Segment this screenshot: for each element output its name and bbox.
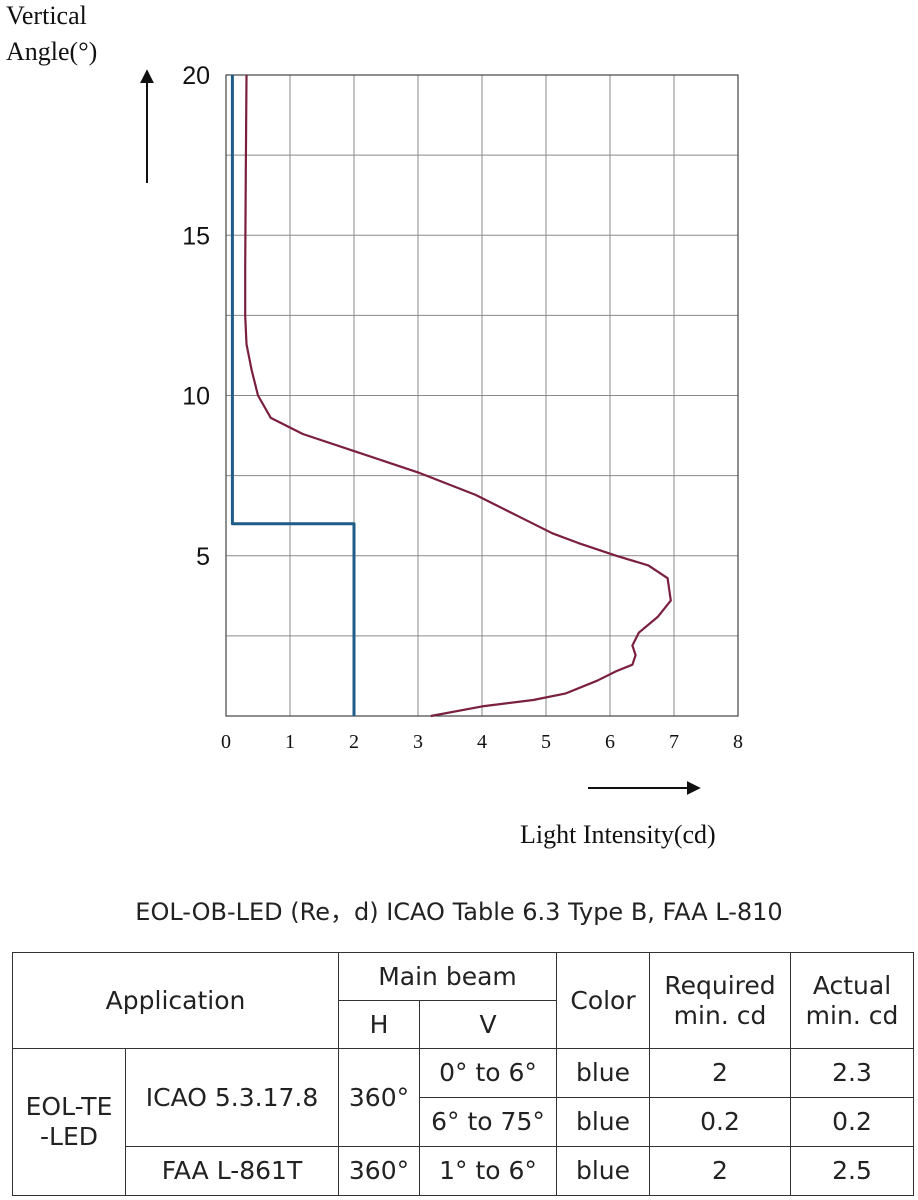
- row-h: 360°: [338, 1146, 420, 1196]
- axis-ticks: 0 1 2 3 4 5 6 7 8 5 10 15 20: [182, 62, 743, 753]
- row-actual: 0.2: [790, 1097, 914, 1147]
- row-actual: 2.3: [790, 1048, 914, 1098]
- table-header-row: Application Main beam Color Required min…: [12, 952, 914, 1049]
- row-actual: 2.5: [790, 1146, 914, 1196]
- row-h: 360°: [338, 1048, 420, 1147]
- row-color: blue: [556, 1097, 650, 1147]
- table-caption: EOL-OB-LED (Re，d) ICAO Table 6.3 Type B,…: [135, 898, 783, 926]
- row-v: 1° to 6°: [419, 1146, 557, 1196]
- x-tick-label: 5: [541, 731, 551, 753]
- row-v: 6° to 75°: [419, 1097, 557, 1147]
- plot-frame: [225, 74, 739, 717]
- x-tick-label: 6: [605, 731, 615, 753]
- group-label: EOL-TE -LED: [12, 1048, 126, 1196]
- row-required: 2: [649, 1146, 791, 1196]
- row-color: blue: [556, 1146, 650, 1196]
- y-tick-label: 20: [182, 62, 210, 90]
- row-required: 0.2: [649, 1097, 791, 1147]
- header-required: Required min. cd: [649, 952, 791, 1049]
- y-tick-label: 15: [182, 222, 210, 250]
- header-actual: Actual min. cd: [790, 952, 914, 1049]
- header-color: Color: [556, 952, 650, 1049]
- row-standard: FAA L-861T: [125, 1146, 339, 1196]
- x-tick-label: 8: [733, 731, 743, 753]
- y-tick-label: 10: [182, 383, 210, 411]
- header-v: V: [419, 1000, 557, 1049]
- table-row: 6° to 75° blue 0.2 0.2: [13, 1097, 914, 1147]
- required-minimum-line: [230, 75, 356, 716]
- x-axis-label: Light Intensity(cd): [520, 820, 716, 849]
- x-tick-label: 0: [221, 731, 231, 753]
- y-axis-label-line1: Vertical: [6, 1, 87, 30]
- y-axis-label-line2: Angle(°): [6, 37, 97, 66]
- x-tick-label: 2: [349, 731, 359, 753]
- table-row: EOL-TE -LED ICAO 5.3.17.8 360° 0° to 6° …: [12, 1048, 914, 1196]
- table-row: FAA L-861T 360° 1° to 6° blue 2 2.5: [13, 1146, 914, 1196]
- header-main-beam: Main beam: [338, 952, 557, 1001]
- x-tick-label: 7: [669, 731, 679, 753]
- measured-intensity-line: [244, 74, 672, 718]
- header-application: Application: [12, 952, 339, 1049]
- y-tick-label: 5: [196, 543, 210, 571]
- row-v: 0° to 6°: [419, 1048, 557, 1098]
- x-tick-label: 4: [477, 731, 487, 753]
- header-h: H: [338, 1000, 420, 1049]
- intensity-chart: 0 1 2 3 4 5 6 7 8 5 10 15 20 Vertical Angle(°) Light…: [6, 1, 743, 849]
- x-tick-label: 1: [285, 731, 295, 753]
- row-required: 2: [649, 1048, 791, 1098]
- row-color: blue: [556, 1048, 650, 1098]
- chart-grid: [225, 74, 739, 717]
- spec-table: Application Main beam Color Required min…: [12, 952, 914, 1196]
- row-standard: ICAO 5.3.17.8: [125, 1048, 339, 1147]
- chart-series: [230, 74, 672, 718]
- x-tick-label: 3: [413, 731, 423, 753]
